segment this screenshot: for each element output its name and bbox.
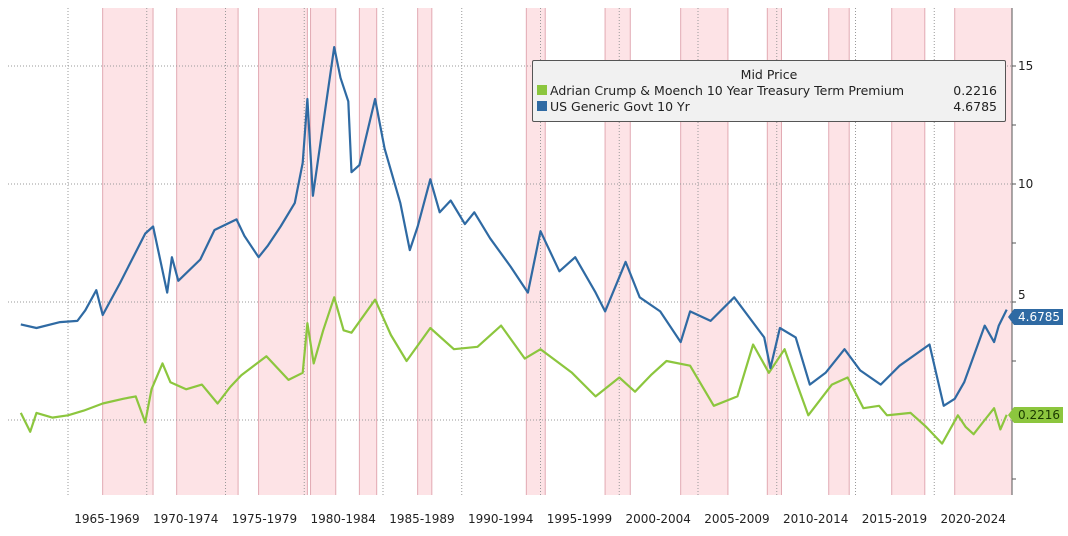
y-tick-label: 15 [1018,59,1033,73]
last-value-tag-10yr: 4.6785 [1008,309,1063,325]
x-tick-label: 2010-2014 [783,512,848,526]
x-tick-label: 2005-2009 [704,512,769,526]
series-line-term-premium [19,296,1008,445]
shaded-period [359,8,377,495]
x-tick-label: 1995-1999 [547,512,612,526]
legend-swatch-green [537,85,547,95]
y-tick-label: 5 [1018,288,1026,302]
x-tick-label: 2015-2019 [862,512,927,526]
legend: Mid Price Adrian Crump & Moench 10 Year … [532,60,1006,122]
legend-label: Adrian Crump & Moench 10 Year Treasury T… [550,82,905,98]
x-tick-label: 2020-2024 [941,512,1006,526]
shaded-period [176,8,239,495]
x-tick-label: 1985-1989 [389,512,454,526]
legend-value: 0.2216 [953,82,997,98]
y-tick-label: 10 [1018,177,1033,191]
shaded-period [258,8,308,495]
x-tick-label: 2000-2004 [626,512,691,526]
last-value-text: 4.6785 [1018,310,1060,324]
legend-item-term-premium: Adrian Crump & Moench 10 Year Treasury T… [533,82,1005,98]
series-line-10yr [20,46,1008,407]
shaded-period [102,8,154,495]
last-value-tag-term-premium: 0.2216 [1008,407,1063,423]
legend-title: Mid Price [740,67,798,82]
x-tick-label: 1980-1984 [311,512,376,526]
legend-value: 4.6785 [953,98,997,114]
x-tick-label: 1990-1994 [468,512,533,526]
shaded-period [310,8,336,495]
last-value-text: 0.2216 [1018,408,1060,422]
x-tick-label: 1970-1974 [153,512,218,526]
shaded-period [767,8,782,495]
shaded-period [417,8,432,495]
legend-swatch-blue [537,101,547,111]
x-tick-label: 1975-1979 [232,512,297,526]
legend-label: US Generic Govt 10 Yr [550,98,690,114]
legend-item-10yr: US Generic Govt 10 Yr 4.6785 [533,98,1005,114]
shaded-period [828,8,850,495]
x-tick-label: 1965-1969 [74,512,139,526]
